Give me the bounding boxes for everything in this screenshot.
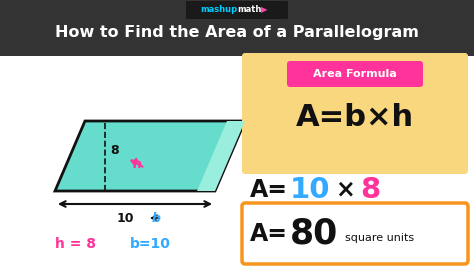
Text: math: math xyxy=(237,6,261,15)
Text: b: b xyxy=(152,211,161,225)
FancyBboxPatch shape xyxy=(287,61,423,87)
Text: h: h xyxy=(133,157,142,171)
Polygon shape xyxy=(55,121,245,191)
Text: 10: 10 xyxy=(116,211,134,225)
Text: b=10: b=10 xyxy=(130,237,171,251)
Text: 8: 8 xyxy=(360,176,380,204)
Text: 10: 10 xyxy=(290,176,330,204)
FancyBboxPatch shape xyxy=(186,1,288,19)
Text: h = 8: h = 8 xyxy=(55,237,96,251)
Text: Area Formula: Area Formula xyxy=(313,69,397,79)
Text: ×: × xyxy=(335,178,355,202)
Text: A=: A= xyxy=(250,178,288,202)
Text: ▶: ▶ xyxy=(261,6,267,15)
Text: A=b×h: A=b×h xyxy=(296,103,414,132)
Text: square units: square units xyxy=(345,233,414,243)
Text: 8: 8 xyxy=(110,144,118,157)
Text: mashup: mashup xyxy=(200,6,237,15)
Text: How to Find the Area of a Parallelogram: How to Find the Area of a Parallelogram xyxy=(55,24,419,39)
FancyBboxPatch shape xyxy=(242,53,468,174)
Text: 80: 80 xyxy=(290,217,338,251)
Text: A=: A= xyxy=(250,222,288,246)
FancyBboxPatch shape xyxy=(242,203,468,264)
Polygon shape xyxy=(197,121,245,191)
Bar xyxy=(0,56,474,266)
